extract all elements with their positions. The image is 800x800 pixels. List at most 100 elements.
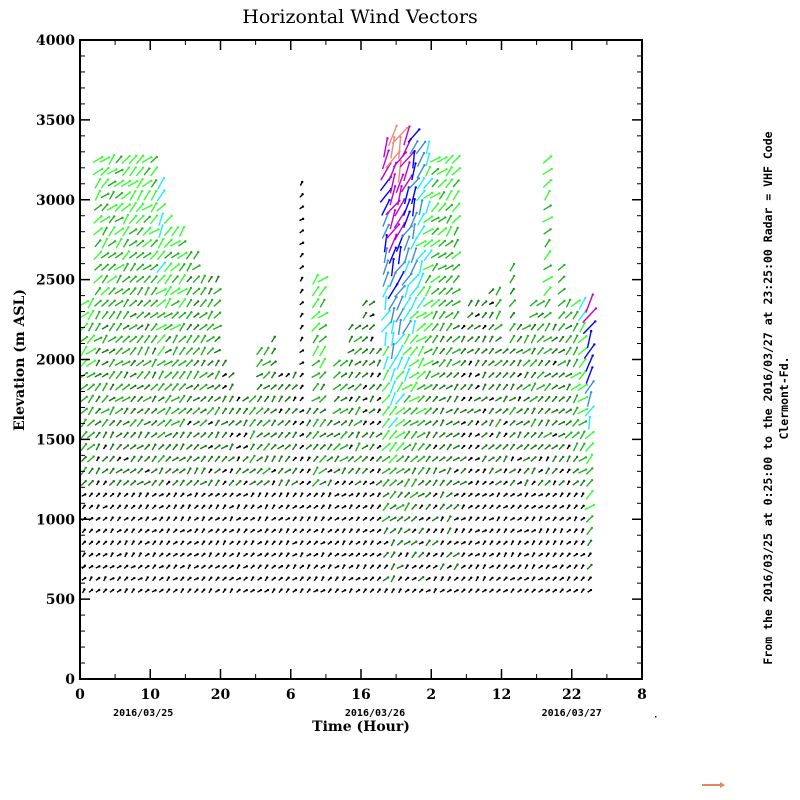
wind-vector-head (471, 312, 474, 315)
wind-vector (431, 288, 439, 295)
wind-vector-head (592, 405, 595, 408)
wind-vector (115, 336, 123, 343)
wind-vector-head (175, 528, 178, 532)
wind-vector-head (161, 479, 164, 483)
wind-vector-head (112, 455, 115, 459)
wind-vector-head (92, 455, 95, 458)
wind-vector-head (161, 444, 165, 447)
wind-vector-head (267, 346, 270, 350)
wind-vector-head (105, 552, 108, 556)
wind-vector-head (477, 359, 480, 363)
wind-vector-head (141, 202, 145, 205)
wind-vector-head (442, 191, 446, 194)
wind-vector-head (357, 504, 361, 508)
wind-vector-head (182, 431, 185, 434)
wind-vector (423, 216, 433, 224)
x-axis-label: Time (Hour) (312, 719, 410, 735)
wind-vector-head (497, 492, 501, 495)
wind-vector-head (127, 383, 131, 387)
wind-vector-head (350, 335, 354, 338)
wind-vector-head (259, 395, 263, 399)
wind-vector (332, 384, 341, 391)
wind-vector-head (147, 384, 151, 387)
wind-vector-head (553, 540, 557, 543)
wind-vector-head (491, 419, 494, 422)
y-axis-label: Elevation (m ASL) (12, 288, 28, 432)
wind-vector-head (316, 430, 320, 434)
wind-vector-head (541, 335, 545, 338)
wind-vector-head (357, 564, 360, 567)
wind-vector-head (457, 263, 461, 267)
wind-vector (408, 274, 419, 285)
wind-vector-head (364, 588, 367, 591)
wind-vector-head (308, 468, 311, 471)
wind-vector-head (98, 420, 102, 423)
wind-vector-head (484, 371, 487, 374)
wind-vector-head (189, 420, 192, 424)
wind-vector-head (535, 312, 539, 315)
wind-vector (382, 370, 389, 381)
wind-vector-head (294, 516, 297, 519)
wind-vector-head (168, 406, 172, 410)
wind-vector-head (540, 468, 543, 472)
wind-vector-head (578, 299, 581, 302)
wind-vector-head (533, 371, 537, 375)
wind-vector (353, 348, 362, 355)
wind-vector-head (218, 396, 221, 399)
wind-vector-head (322, 383, 326, 386)
wind-vector-head (176, 468, 179, 471)
wind-vector-head (541, 312, 544, 315)
y-tick-label: 3500 (36, 113, 75, 129)
wind-vector-head (273, 419, 277, 422)
wind-vector-head (177, 287, 181, 290)
wind-vector-head (83, 552, 86, 555)
wind-vector (85, 359, 96, 368)
wind-vector-head (134, 202, 137, 205)
wind-vector-head (100, 214, 103, 218)
wind-vector (389, 393, 396, 406)
wind-vector (570, 372, 581, 379)
wind-vector-head (224, 564, 227, 568)
wind-vector-head (407, 430, 411, 434)
wind-vector (149, 215, 158, 225)
wind-vector (431, 347, 438, 356)
wind-vector-head (568, 359, 571, 362)
wind-vector-head (371, 588, 375, 591)
wind-vector-head (202, 540, 206, 543)
wind-vector-head (463, 467, 467, 471)
wind-vector (120, 204, 131, 212)
wind-vector-head (163, 261, 167, 264)
wind-vector-head (112, 153, 116, 157)
wind-vector-head (450, 178, 454, 181)
wind-vector-head (584, 456, 588, 459)
wind-vector (318, 286, 327, 297)
wind-vector (116, 311, 122, 320)
wind-vector-head (343, 493, 347, 496)
wind-vector (415, 336, 426, 343)
wind-vector (157, 420, 165, 427)
wind-vector (445, 190, 453, 201)
wind-vector (107, 240, 116, 247)
wind-vector-head (260, 480, 263, 483)
wind-vector-head (128, 396, 131, 399)
wind-vector-head (430, 348, 433, 351)
wind-vector (445, 252, 453, 259)
wind-vector-head (371, 372, 374, 375)
wind-vector-head (176, 371, 179, 374)
wind-vector-head (119, 479, 122, 482)
wind-vector-head (436, 287, 440, 291)
wind-vector (87, 323, 94, 332)
wind-vector-head (422, 177, 426, 180)
wind-vector-head (555, 408, 559, 412)
wind-vector-head (104, 444, 107, 447)
wind-vector-head (491, 335, 494, 338)
wind-vector-head (134, 335, 138, 339)
wind-vector-head (316, 443, 319, 447)
wind-vector-head (431, 191, 434, 195)
wind-vector (416, 371, 426, 380)
wind-vector (101, 275, 108, 284)
wind-vector-head (589, 552, 592, 555)
wind-vector-head (202, 516, 206, 519)
wind-vector-head (174, 504, 178, 507)
wind-vector (114, 192, 123, 199)
